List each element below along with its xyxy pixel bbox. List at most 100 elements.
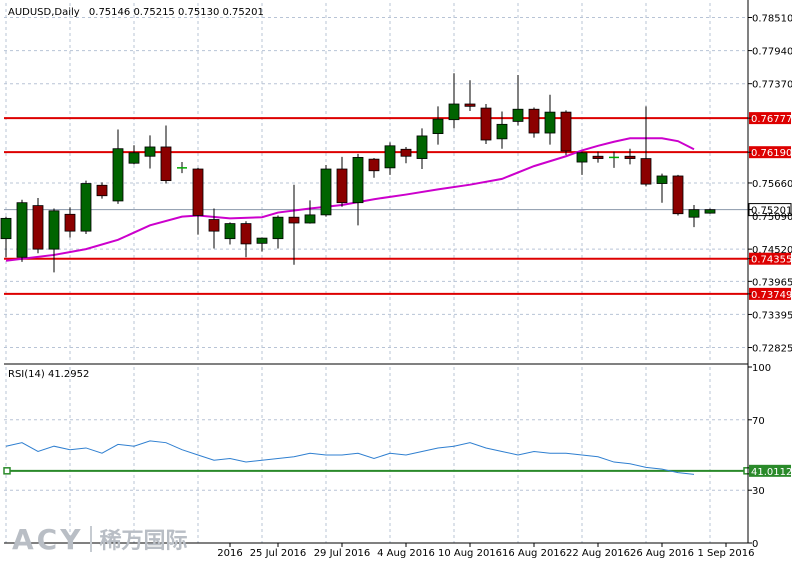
symbol-title: AUDUSD,Daily 0.75146 0.75215 0.75130 0.7… <box>8 7 264 18</box>
candle <box>704 208 716 214</box>
candle-body <box>16 202 28 258</box>
candle <box>336 156 348 207</box>
candle-body <box>368 158 380 172</box>
candle-body <box>64 213 76 232</box>
y-tick-label: 0.75090 <box>752 212 792 223</box>
candle-body <box>160 146 172 182</box>
candle <box>96 182 108 199</box>
candle <box>208 208 220 249</box>
candle <box>192 167 204 235</box>
price-level-label: 0.74355 <box>751 255 792 266</box>
candle <box>480 104 492 145</box>
candle-body <box>512 108 524 122</box>
candle-body <box>544 111 556 134</box>
acy-watermark-logo: ACY 稀万国际 <box>12 522 188 556</box>
candle-body <box>240 223 252 245</box>
candle <box>400 146 412 164</box>
candle-body <box>432 118 444 135</box>
y-tick-label: 0.73395 <box>752 310 792 321</box>
x-tick-label: 22 Aug 2016 <box>566 548 630 559</box>
candle <box>512 74 524 126</box>
rsi-line <box>5 440 695 475</box>
rsi-level-handle-left <box>3 467 11 475</box>
x-tick-label: 4 Aug 2016 <box>377 548 435 559</box>
candle-body <box>256 237 268 244</box>
candle-body <box>448 103 460 121</box>
y-tick-label: 0.72825 <box>752 344 792 355</box>
candle <box>368 157 380 178</box>
rsi-tick-label: 100 <box>752 363 771 374</box>
candle <box>592 151 604 163</box>
candle-body <box>624 155 636 159</box>
rsi-tick-label: 70 <box>752 416 765 427</box>
candle <box>576 151 588 175</box>
candle-body <box>112 148 124 202</box>
candle <box>80 180 92 235</box>
watermark-latin: ACY <box>12 522 84 556</box>
candle <box>256 237 268 252</box>
candle-body <box>336 168 348 204</box>
price-level-tag <box>749 252 791 265</box>
candle-body <box>592 155 604 159</box>
candle-body <box>384 145 396 169</box>
candle <box>448 73 460 129</box>
candle-body <box>80 183 92 232</box>
candle-body <box>352 157 364 204</box>
x-tick-label: 16 Aug 2016 <box>502 548 566 559</box>
candle <box>432 106 444 145</box>
candle-body <box>576 152 588 163</box>
candle-body <box>480 107 492 141</box>
candle <box>464 80 476 111</box>
x-tick-label: 26 Aug 2016 <box>630 548 694 559</box>
y-tick-label: 0.77940 <box>752 47 792 58</box>
rsi-tick-label: 0 <box>752 539 758 550</box>
y-tick-label: 0.78510 <box>752 14 792 25</box>
x-tick-label: 29 Jul 2016 <box>314 548 371 559</box>
candle <box>609 151 619 168</box>
candle <box>224 222 236 245</box>
candle <box>656 173 668 203</box>
price-level-label: 0.76777 <box>751 114 792 125</box>
candle <box>624 148 636 165</box>
candle-body <box>192 168 204 216</box>
price-level-label: 0.76190 <box>751 148 792 159</box>
candle <box>688 205 700 228</box>
candle <box>416 128 428 170</box>
candle-body <box>528 108 540 134</box>
x-tick-label: 2016 <box>217 548 242 559</box>
candle <box>48 208 60 273</box>
candle-body <box>416 135 428 159</box>
candle-body <box>496 123 508 140</box>
x-tick-label: 10 Aug 2016 <box>438 548 502 559</box>
candle <box>64 207 76 238</box>
candle-body <box>560 111 572 152</box>
candle <box>384 142 396 175</box>
candle <box>288 184 300 265</box>
y-tick-label: 0.73965 <box>752 277 792 288</box>
candle-body <box>400 148 412 157</box>
candle <box>672 174 684 216</box>
y-tick-label: 0.74520 <box>752 245 792 256</box>
candle <box>544 94 556 145</box>
candle <box>320 164 332 217</box>
candle <box>32 198 44 254</box>
candle-body <box>672 175 684 215</box>
rsi-level-label: 41.0112 <box>751 467 792 478</box>
x-tick-label: 1 Sep 2016 <box>697 548 754 559</box>
candle <box>16 199 28 262</box>
watermark-chinese: 稀万国际 <box>99 529 188 554</box>
candle <box>560 110 572 156</box>
candle <box>112 129 124 204</box>
ohlc-readout: 0.75146 0.75215 0.75130 0.75201 <box>89 7 264 18</box>
price-level-label: 0.73749 <box>751 290 792 301</box>
candle-body <box>48 210 60 250</box>
rsi-title: RSI(14) 41.2952 <box>8 369 89 380</box>
candle <box>640 106 652 187</box>
candle-body <box>128 152 140 164</box>
candle-body <box>96 184 108 197</box>
candle-body <box>640 158 652 185</box>
candle <box>177 162 187 174</box>
watermark-divider <box>89 526 92 552</box>
candle <box>352 153 364 226</box>
candle-body <box>144 146 156 157</box>
